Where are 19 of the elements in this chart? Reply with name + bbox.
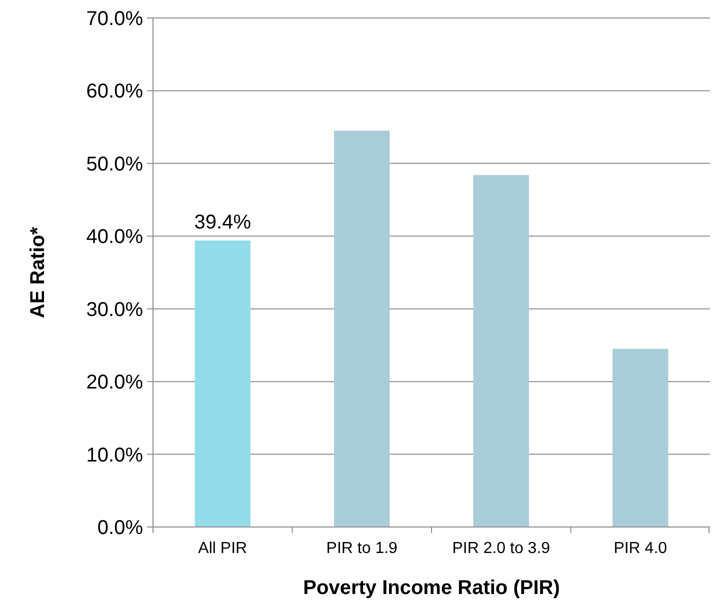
data-label: 39.4% bbox=[194, 212, 252, 234]
y-tick-label: 0.0% bbox=[97, 517, 144, 539]
x-tick-label: PIR 2.0 to 3.9 bbox=[452, 540, 550, 557]
x-tick-label: PIR to 1.9 bbox=[326, 540, 398, 557]
y-tick-label: 60.0% bbox=[86, 80, 144, 103]
y-axis-title: AE Ratio* bbox=[27, 226, 49, 318]
bar bbox=[194, 240, 250, 527]
y-tick-label: 50.0% bbox=[86, 153, 144, 176]
y-tick-label: 10.0% bbox=[86, 444, 144, 466]
y-tick-label: 40.0% bbox=[86, 226, 144, 248]
y-tick-label: 30.0% bbox=[86, 298, 144, 321]
bar bbox=[612, 348, 668, 527]
x-axis-title: Poverty Income Ratio (PIR) bbox=[303, 577, 560, 599]
bar bbox=[473, 175, 529, 527]
y-tick-label: 70.0% bbox=[86, 8, 144, 30]
bar bbox=[334, 130, 390, 527]
y-tick-label: 20.0% bbox=[86, 372, 144, 394]
x-tick-label: All PIR bbox=[198, 540, 248, 557]
x-tick-label: PIR 4.0 bbox=[614, 540, 668, 557]
